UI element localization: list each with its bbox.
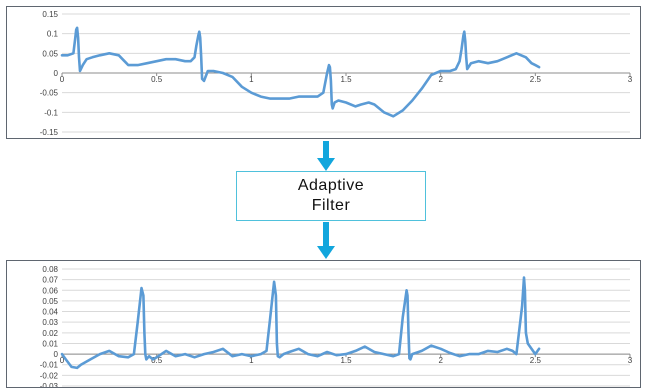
y-tick-label: 0.02	[42, 329, 58, 338]
signal-series-line	[60, 26, 541, 118]
y-tick-label: -0.15	[40, 128, 59, 137]
y-tick-label: -0.01	[40, 361, 59, 370]
x-tick-label: 1.5	[340, 356, 352, 365]
ecg-chart-noisy-plot: 0.150.10.050-0.05-0.1-0.150 0.5 1 1.5 2 2.5 3	[40, 10, 633, 137]
y-tick-label: 0	[54, 350, 59, 359]
ecg-chart-noisy: 0.15 0.1 0.05 0 -0.05 -0.1 -0.15 0 0.5 1 1.5 2 2.5 3	[6, 6, 641, 139]
adaptive-filter-box: Adaptive Filter	[236, 171, 426, 221]
y-tick-label: -0.03	[40, 382, 59, 387]
down-arrow-icon	[316, 141, 336, 171]
y-tick-label: 0.04	[42, 308, 58, 317]
y-tick-label: 0.05	[42, 49, 58, 58]
x-tick-label: 2	[438, 75, 443, 84]
x-tick-label: 0	[60, 75, 65, 84]
y-tick-label: 0.05	[42, 297, 58, 306]
y-tick-label: 0.08	[42, 265, 58, 274]
y-tick-label: -0.02	[40, 371, 59, 380]
x-tick-label: 1.5	[340, 75, 352, 84]
y-tick-label: 0.01	[42, 339, 58, 348]
x-tick-label: 2	[438, 356, 443, 365]
x-tick-label: 2.5	[530, 356, 542, 365]
y-tick-label: 0.06	[42, 286, 58, 295]
x-tick-label: 3	[628, 75, 633, 84]
y-tick-label: 0.03	[42, 318, 58, 327]
x-tick-label: 1	[249, 356, 254, 365]
signal-series-line	[60, 276, 541, 370]
ecg-chart-filtered: 0.08 0.07 0.06 0.05 0.04 0.03 0.02 0.01 0 -0.01 -0…	[6, 260, 641, 388]
ecg-chart-filtered-plot: 0.080.070.060.050.040.030.020.010-0.01-0…	[40, 265, 633, 387]
y-tick-label: 0	[54, 69, 59, 78]
y-tick-label: -0.1	[44, 108, 58, 117]
filter-label-line1: Adaptive	[297, 177, 365, 194]
y-tick-label: 0.07	[42, 276, 58, 285]
down-arrow-icon	[316, 222, 336, 259]
y-tick-label: 0.15	[42, 10, 58, 19]
x-tick-label: 1	[249, 75, 254, 84]
y-tick-label: 0.1	[47, 30, 59, 39]
x-tick-label: 0.5	[151, 356, 163, 365]
x-tick-label: 0.5	[151, 75, 163, 84]
x-tick-label: 3	[628, 356, 633, 365]
y-tick-label: -0.05	[40, 89, 59, 98]
filter-label-line2: Filter	[311, 197, 351, 214]
x-tick-label: 0	[60, 356, 65, 365]
x-tick-label: 2.5	[530, 75, 542, 84]
